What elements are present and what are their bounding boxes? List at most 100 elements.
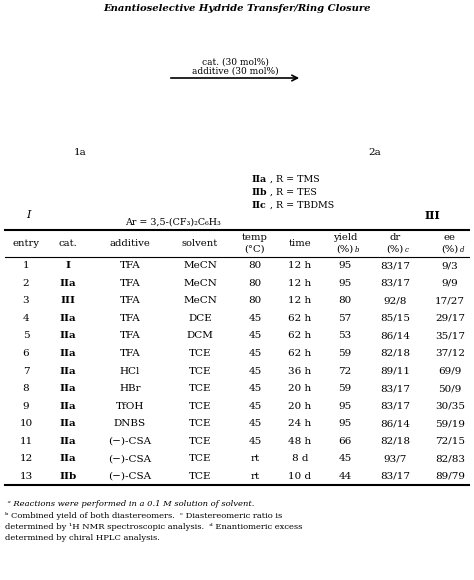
Text: IIa: IIa [60,279,76,288]
Text: TFA: TFA [119,331,140,340]
Text: (−)-CSA: (−)-CSA [109,437,152,445]
Text: MeCN: MeCN [183,279,217,288]
Text: 35/17: 35/17 [435,331,465,340]
Text: 95: 95 [338,261,352,270]
Text: 82/83: 82/83 [435,454,465,463]
Text: ᵃ Reactions were performed in a 0.1 M solution of solvent.: ᵃ Reactions were performed in a 0.1 M so… [5,500,255,508]
Text: 66: 66 [338,437,352,445]
Text: TFA: TFA [119,349,140,358]
Text: (−)-CSA: (−)-CSA [109,472,152,481]
Text: , R = TMS: , R = TMS [270,175,320,184]
Text: MeCN: MeCN [183,296,217,305]
Text: time: time [289,239,311,248]
Text: TCE: TCE [189,472,211,481]
Text: determined by ¹H NMR spectroscopic analysis.  ᵈ Enantiomeric excess: determined by ¹H NMR spectroscopic analy… [5,523,302,531]
Text: 72/15: 72/15 [435,437,465,445]
Text: I: I [65,261,71,270]
Text: IIb: IIb [59,472,77,481]
Text: III: III [61,296,75,305]
Text: 59/19: 59/19 [435,419,465,428]
Text: 17/27: 17/27 [435,296,465,305]
Text: 45: 45 [248,384,262,393]
Text: 36 h: 36 h [288,367,311,375]
Text: 83/17: 83/17 [380,472,410,481]
Text: dr
(%): dr (%) [386,233,404,253]
Text: 45: 45 [338,454,352,463]
Text: 89/11: 89/11 [380,367,410,375]
Text: 85/15: 85/15 [380,314,410,323]
Text: entry: entry [12,239,39,248]
Text: 9/9: 9/9 [442,279,458,288]
Text: 82/18: 82/18 [380,349,410,358]
Text: 12 h: 12 h [288,279,311,288]
Text: 89/79: 89/79 [435,472,465,481]
Text: 80: 80 [338,296,352,305]
Text: TfOH: TfOH [116,401,144,411]
Text: IIa: IIa [60,349,76,358]
Text: HCl: HCl [120,367,140,375]
Text: 2: 2 [23,279,29,288]
Text: DCM: DCM [187,331,213,340]
Text: IIb: IIb [252,188,268,197]
Text: 93/7: 93/7 [383,454,407,463]
Text: 45: 45 [248,419,262,428]
Text: 45: 45 [248,437,262,445]
Text: IIa: IIa [60,401,76,411]
Text: 83/17: 83/17 [380,401,410,411]
Text: 95: 95 [338,279,352,288]
Text: 45: 45 [248,367,262,375]
Text: TCE: TCE [189,384,211,393]
Text: TCE: TCE [189,367,211,375]
Text: , R = TBDMS: , R = TBDMS [270,201,334,210]
Text: TCE: TCE [189,437,211,445]
Text: 69/9: 69/9 [438,367,462,375]
Text: d: d [460,245,465,253]
Text: temp
(°C): temp (°C) [242,233,268,253]
Text: 37/12: 37/12 [435,349,465,358]
Text: TCE: TCE [189,454,211,463]
Text: III: III [424,210,440,221]
Text: 95: 95 [338,419,352,428]
Text: 92/8: 92/8 [383,296,407,305]
Text: b: b [355,245,359,253]
Text: MeCN: MeCN [183,261,217,270]
Text: HBr: HBr [119,384,141,393]
Text: rt: rt [250,454,260,463]
Text: , R = TES: , R = TES [270,188,317,197]
Text: 13: 13 [19,472,33,481]
Text: IIa: IIa [60,331,76,340]
Text: 45: 45 [248,331,262,340]
Text: 12 h: 12 h [288,261,311,270]
Text: 1: 1 [23,261,29,270]
Text: additive: additive [109,239,150,248]
Text: 12: 12 [19,454,33,463]
Text: 50/9: 50/9 [438,384,462,393]
Text: 62 h: 62 h [288,349,311,358]
Text: TFA: TFA [119,279,140,288]
Text: 11: 11 [19,437,33,445]
Text: IIc: IIc [252,201,267,210]
Text: TFA: TFA [119,296,140,305]
Text: 80: 80 [248,279,262,288]
Text: 1a: 1a [73,148,86,157]
Text: ee
(%): ee (%) [441,233,459,253]
Text: 95: 95 [338,401,352,411]
Text: 80: 80 [248,296,262,305]
Text: 45: 45 [248,314,262,323]
Text: 45: 45 [248,401,262,411]
Text: TCE: TCE [189,419,211,428]
Text: IIa: IIa [60,437,76,445]
Text: 83/17: 83/17 [380,261,410,270]
Text: solvent: solvent [182,239,218,248]
Text: IIa: IIa [60,314,76,323]
Text: 83/17: 83/17 [380,384,410,393]
Text: 8: 8 [23,384,29,393]
Text: 80: 80 [248,261,262,270]
Text: 24 h: 24 h [288,419,311,428]
Text: 62 h: 62 h [288,314,311,323]
Text: 8 d: 8 d [292,454,308,463]
Text: 45: 45 [248,349,262,358]
Text: 72: 72 [338,367,352,375]
Text: TCE: TCE [189,401,211,411]
Text: 9/3: 9/3 [442,261,458,270]
